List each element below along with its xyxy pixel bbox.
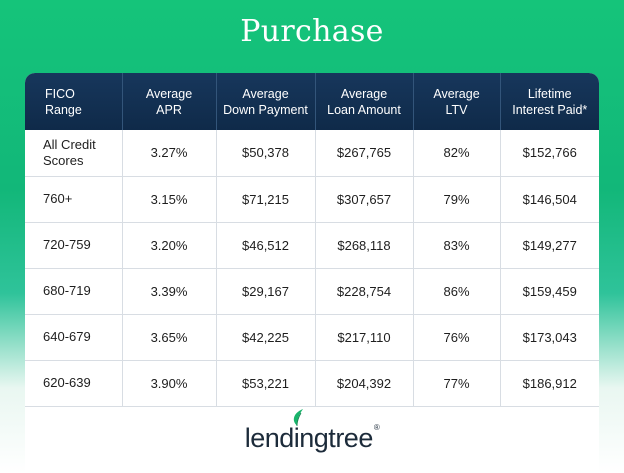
cell-loan-amount: $217,110 (315, 314, 414, 361)
cell-interest-paid: $173,043 (500, 314, 599, 361)
cell-ltv: 79% (413, 176, 501, 223)
data-card: FICO Range Average APR Average Down Payment… (25, 73, 599, 473)
cell-fico-range: 620-639 (25, 360, 123, 407)
logo-text: lendingtree (244, 423, 374, 453)
cell-ltv: 86% (413, 268, 501, 315)
header-fico-range: FICO Range (25, 73, 123, 130)
header-average-apr: Average APR (122, 73, 217, 130)
cell-down-payment: $50,378 (216, 130, 316, 177)
page-title: Purchase (240, 14, 384, 49)
cell-ltv: 83% (413, 222, 501, 269)
cell-loan-amount: $307,657 (315, 176, 414, 223)
cell-loan-amount: $267,765 (315, 130, 414, 177)
cell-apr: 3.65% (122, 314, 217, 361)
header-lifetime-interest: Lifetime Interest Paid* (512, 86, 588, 117)
header-average-down-payment: Average Down Payment (216, 73, 316, 130)
header-average-loan-amount: Average Loan Amount (315, 73, 414, 130)
cell-apr: 3.15% (122, 176, 217, 223)
header-average-ltv: Average LTV (413, 73, 501, 130)
cell-fico-range: 640-679 (25, 314, 123, 361)
cell-loan-amount: $228,754 (315, 268, 414, 315)
table-row: All Credit Scores 3.27% $50,378 $267,765 … (25, 130, 599, 177)
table-row: 720-759 3.20% $46,512 $268,118 83% $149,… (25, 222, 599, 269)
cell-interest-paid: $152,766 (500, 130, 599, 177)
leaf-icon (293, 409, 303, 427)
cell-apr: 3.20% (122, 222, 217, 269)
cell-ltv: 76% (413, 314, 501, 361)
cell-fico-range: All Credit Scores (25, 130, 123, 177)
cell-fico-range: 720-759 (25, 222, 123, 269)
cell-apr: 3.27% (122, 130, 217, 177)
cell-loan-amount: $204,392 (315, 360, 414, 407)
table-row: 760+ 3.15% $71,215 $307,657 79% $146,504 (25, 176, 599, 223)
cell-interest-paid: $159,459 (500, 268, 599, 315)
cell-interest-paid: $146,504 (500, 176, 599, 223)
table-header-row: FICO Range Average APR Average Down Payment… (25, 73, 599, 130)
table-row: 620-639 3.90% $53,221 $204,392 77% $186,… (25, 360, 599, 407)
cell-apr: 3.39% (122, 268, 217, 315)
lendingtree-logo: lendingtree® (25, 409, 599, 454)
cell-loan-amount: $268,118 (315, 222, 414, 269)
registered-mark: ® (373, 423, 380, 432)
table-row: 680-719 3.39% $29,167 $228,754 86% $159,… (25, 268, 599, 315)
cell-interest-paid: $149,277 (500, 222, 599, 269)
cell-fico-range: 760+ (25, 176, 123, 223)
cell-apr: 3.90% (122, 360, 217, 407)
cell-fico-range: 680-719 (25, 268, 123, 315)
cell-down-payment: $71,215 (216, 176, 316, 223)
cell-down-payment: $29,167 (216, 268, 316, 315)
cell-interest-paid: $186,912 (500, 360, 599, 407)
cell-down-payment: $42,225 (216, 314, 316, 361)
fico-table: FICO Range Average APR Average Down Payment… (25, 73, 599, 407)
cell-down-payment: $53,221 (216, 360, 316, 407)
cell-ltv: 77% (413, 360, 501, 407)
table-row: 640-679 3.65% $42,225 $217,110 76% $173,… (25, 314, 599, 361)
cell-ltv: 82% (413, 130, 501, 177)
cell-down-payment: $46,512 (216, 222, 316, 269)
